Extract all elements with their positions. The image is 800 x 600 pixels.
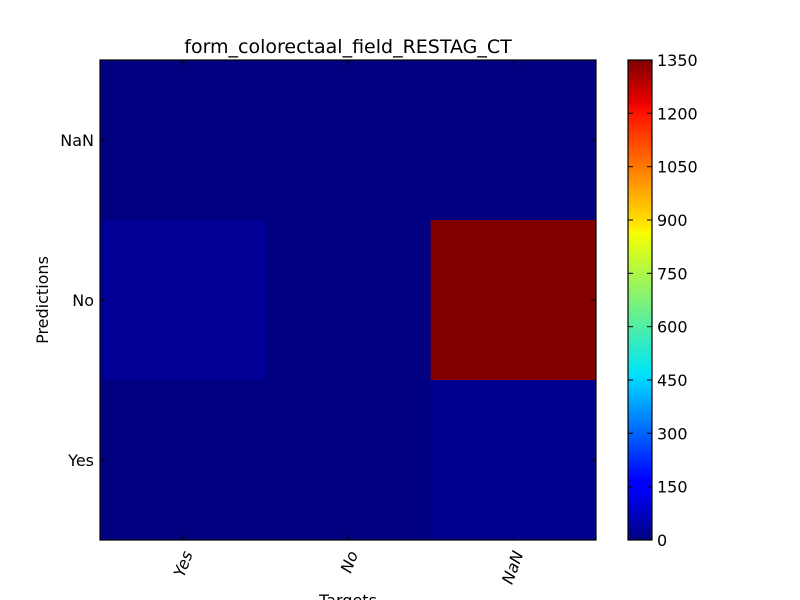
y-axis-ticks: NaN No Yes [60, 131, 596, 470]
colorbar-tick-label: 300 [657, 424, 688, 443]
y-tick-label: Yes [67, 451, 94, 470]
x-tick-label: Yes [170, 548, 197, 579]
colorbar-tick-label: 1350 [657, 51, 698, 70]
heatmap-cell [100, 60, 266, 221]
heatmap-cell [430, 60, 597, 221]
colorbar-tick-label: 150 [657, 478, 688, 497]
y-tick-label: No [72, 291, 94, 310]
x-tick-label: No [337, 548, 362, 575]
chart-title: form_colorectaal_field_RESTAG_CT [184, 36, 512, 58]
heatmap-cell [265, 220, 432, 381]
colorbar-tick-label: 750 [657, 264, 688, 283]
colorbar-tick-label: 1200 [657, 104, 698, 123]
colorbar-tick-label: 600 [657, 318, 688, 337]
colorbar-ticks: 0 150 300 450 600 750 900 1050 1200 1350 [628, 51, 698, 550]
colorbar-tick-label: 450 [657, 371, 688, 390]
y-axis-label: Predictions [33, 256, 52, 344]
colorbar-tick-label: 1050 [657, 158, 698, 177]
heatmap-cell [430, 380, 597, 541]
colorbar-tick-label: 900 [657, 211, 688, 230]
heatmap-cell [265, 60, 432, 221]
heatmap-cell [100, 380, 266, 541]
heatmap-cell [100, 220, 266, 381]
heatmap-cell [265, 380, 432, 541]
heatmap-cell [430, 220, 597, 381]
x-tick-label: NaN [498, 548, 527, 586]
colorbar-tick-label: 0 [657, 531, 667, 550]
x-axis-label: Targets [318, 591, 377, 600]
heatmap-cells [100, 60, 597, 541]
colorbar [627, 59, 653, 541]
y-tick-label: NaN [60, 131, 94, 150]
